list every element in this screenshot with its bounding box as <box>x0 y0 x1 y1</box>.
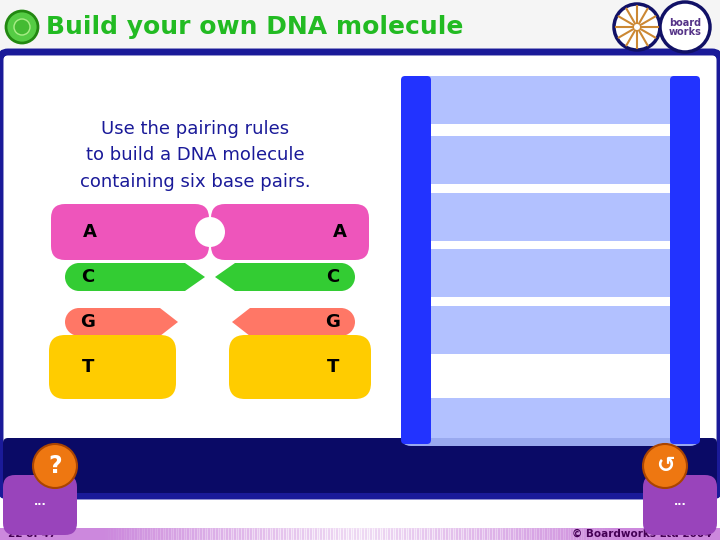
Text: G: G <box>325 313 341 331</box>
Circle shape <box>327 308 355 336</box>
Text: ···: ··· <box>674 500 686 510</box>
Text: C: C <box>326 268 340 286</box>
Text: G: G <box>81 313 96 331</box>
Polygon shape <box>232 308 341 336</box>
Circle shape <box>33 444 77 488</box>
FancyBboxPatch shape <box>643 475 717 535</box>
FancyBboxPatch shape <box>3 475 77 535</box>
Circle shape <box>660 2 710 52</box>
Circle shape <box>327 263 355 291</box>
FancyBboxPatch shape <box>229 335 371 399</box>
Circle shape <box>65 263 93 291</box>
FancyBboxPatch shape <box>401 398 700 446</box>
Circle shape <box>195 217 225 247</box>
FancyBboxPatch shape <box>670 76 700 444</box>
Circle shape <box>14 19 30 35</box>
FancyBboxPatch shape <box>211 204 369 260</box>
Text: board: board <box>669 18 701 28</box>
Text: A: A <box>333 223 347 241</box>
FancyBboxPatch shape <box>401 76 431 444</box>
FancyBboxPatch shape <box>401 193 700 241</box>
FancyBboxPatch shape <box>3 438 717 493</box>
Circle shape <box>65 308 93 336</box>
Text: A: A <box>83 223 97 241</box>
Polygon shape <box>79 263 205 291</box>
Text: Build your own DNA molecule: Build your own DNA molecule <box>46 15 464 39</box>
FancyBboxPatch shape <box>401 249 700 297</box>
Text: ···: ··· <box>34 500 46 510</box>
Text: © Boardworks Ltd 2004: © Boardworks Ltd 2004 <box>572 529 712 539</box>
Text: C: C <box>81 268 94 286</box>
FancyBboxPatch shape <box>401 306 700 354</box>
Polygon shape <box>215 263 341 291</box>
FancyBboxPatch shape <box>0 528 720 540</box>
Text: T: T <box>327 358 339 376</box>
FancyBboxPatch shape <box>0 52 720 496</box>
Text: Use the pairing rules
to build a DNA molecule
containing six base pairs.: Use the pairing rules to build a DNA mol… <box>80 120 310 191</box>
Circle shape <box>6 11 38 43</box>
FancyBboxPatch shape <box>0 0 720 55</box>
Circle shape <box>614 4 660 50</box>
Circle shape <box>643 444 687 488</box>
Text: ?: ? <box>48 454 62 478</box>
FancyBboxPatch shape <box>49 335 176 399</box>
FancyBboxPatch shape <box>401 136 700 184</box>
Text: 22 of 47: 22 of 47 <box>8 529 56 539</box>
Text: works: works <box>669 27 701 37</box>
FancyBboxPatch shape <box>401 76 700 124</box>
Text: T: T <box>82 358 94 376</box>
Text: ↺: ↺ <box>656 456 675 476</box>
Polygon shape <box>79 308 178 336</box>
FancyBboxPatch shape <box>51 204 209 260</box>
